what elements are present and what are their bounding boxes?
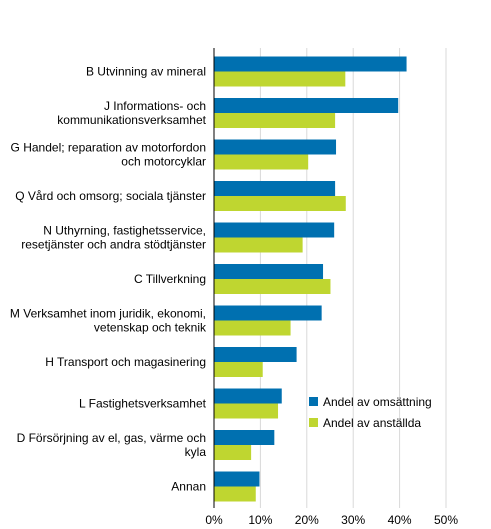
category-label: D Försörjning av el, gas, värme och kyla	[17, 431, 207, 459]
bar-anstallda	[214, 196, 346, 211]
category-label: H Transport och magasinering	[45, 355, 206, 369]
bar-anstallda	[214, 403, 279, 419]
category-label-line: Q Vård och omsorg; sociala tjänster	[15, 189, 206, 203]
category-label-line: D Försörjning av el, gas, värme och	[17, 431, 206, 445]
category-label-line: B Utvinning av mineral	[86, 65, 206, 79]
bar-omsattning	[214, 181, 336, 196]
bar-anstallda	[214, 237, 303, 253]
category-label-line: resetjänster och andra stödtjänster	[21, 238, 206, 252]
category-label-line: Annan	[171, 480, 206, 494]
category-label-line: vetenskap och teknik	[94, 321, 207, 335]
category-label: B Utvinning av mineral	[86, 65, 206, 79]
category-label-line: N Uthyrning, fastighetsservice,	[43, 224, 206, 238]
category-label-line: L Fastighetsverksamhet	[79, 397, 207, 411]
legend-label: Andel av omsättning	[323, 395, 432, 409]
bar-anstallda	[214, 320, 291, 336]
bar-omsattning	[214, 98, 399, 113]
bar-omsattning	[214, 56, 407, 72]
category-label: G Handel; reparation av motorfordon och m…	[11, 141, 206, 169]
x-tick-label: 20%	[295, 513, 319, 527]
bar-anstallda	[214, 362, 263, 377]
bar-omsattning	[214, 471, 260, 487]
category-label-line: M Verksamhet inom juridik, ekonomi,	[10, 307, 206, 321]
category-label-line: och motorcyklar	[121, 155, 206, 169]
x-tick-label: 30%	[341, 513, 365, 527]
bar-anstallda	[214, 279, 331, 294]
category-label-line: kyla	[185, 445, 207, 459]
category-label: Annan	[171, 480, 206, 494]
legend-swatch	[309, 397, 318, 406]
category-label: Q Vård och omsorg; sociala tjänster	[15, 189, 206, 203]
category-label-line: G Handel; reparation av motorfordon	[11, 141, 206, 155]
legend-label: Andel av anställda	[323, 416, 421, 430]
category-labels: B Utvinning av mineral J Informations- oc…	[10, 65, 207, 494]
bar-omsattning	[214, 347, 297, 362]
bar-omsattning	[214, 305, 322, 321]
bar-omsattning	[214, 430, 275, 445]
bar-anstallda	[214, 113, 336, 128]
category-label: M Verksamhet inom juridik, ekonomi, veten…	[10, 307, 207, 335]
x-tick-label: 10%	[248, 513, 272, 527]
x-tick-label: 50%	[434, 513, 458, 527]
x-tick-label: 0%	[205, 513, 223, 527]
bar-anstallda	[214, 154, 309, 170]
category-label: L Fastighetsverksamhet	[79, 397, 207, 411]
bar-omsattning	[214, 222, 335, 238]
category-label: J Informations- och kommunikationsverksam…	[57, 99, 206, 127]
bar-omsattning	[214, 388, 282, 404]
category-label: C Tillverkning	[134, 272, 206, 286]
category-label-line: H Transport och magasinering	[45, 355, 206, 369]
category-label: N Uthyrning, fastighetsservice, resetjäns…	[21, 224, 206, 252]
bar-anstallda	[214, 486, 256, 502]
bar-omsattning	[214, 139, 337, 155]
legend: Andel av omsättning Andel av anställda	[309, 395, 432, 430]
legend-swatch	[309, 418, 318, 427]
x-tick-label: 40%	[388, 513, 412, 527]
bar-anstallda	[214, 71, 346, 87]
bars	[214, 56, 407, 502]
category-label-line: C Tillverkning	[134, 272, 206, 286]
category-label-line: kommunikationsverksamhet	[57, 113, 206, 127]
bar-anstallda	[214, 445, 252, 460]
category-label-line: J Informations- och	[104, 99, 206, 113]
x-axis-ticks: 0% 10% 20% 30% 40% 50%	[205, 513, 458, 527]
bar-omsattning	[214, 264, 324, 279]
